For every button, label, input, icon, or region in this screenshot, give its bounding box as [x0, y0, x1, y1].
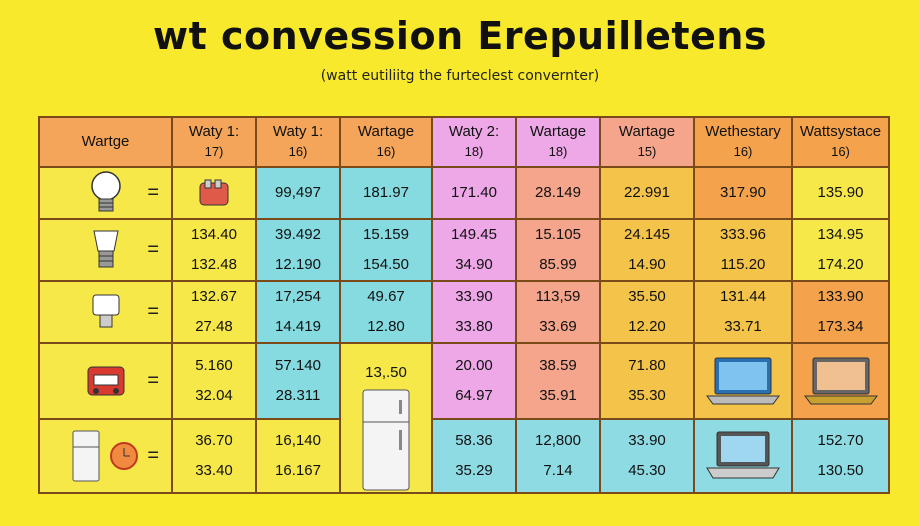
- header-cell: Waty 2: 18): [431, 116, 517, 168]
- table-cell: 13,.50: [339, 342, 433, 494]
- table-row: = 36.70 33.40 16,140 16.167 58.36 35.29 12,…: [38, 418, 890, 494]
- oven-icon: [87, 366, 124, 396]
- page-title: wt convession Erepuilletens: [152, 14, 768, 58]
- conversion-table: Wartge Waty 1: 17) Waty 1: 16) Wartage 16) …: [38, 116, 890, 494]
- table-cell: 28.149: [515, 166, 601, 220]
- equals-sign: =: [147, 300, 159, 323]
- laptop-icon: [803, 357, 878, 405]
- header-cell: Waty 1: 16): [255, 116, 341, 168]
- header-cell: Wartage 15): [599, 116, 695, 168]
- equals-sign: =: [147, 444, 159, 467]
- table-cell: 134.95 174.20: [791, 218, 890, 282]
- equals-sign: =: [147, 369, 159, 392]
- refrigerator-icon: [362, 389, 410, 491]
- table-cell: 135.90: [791, 166, 890, 220]
- table-cell: 133.90 173.34: [791, 280, 890, 344]
- table-cell: 38.59 35.91: [515, 342, 601, 420]
- table-row: = 99,497 181.97 171.40 28.149 22.991 317…: [38, 166, 890, 220]
- led-bulb-icon: [92, 230, 119, 268]
- appliance-cell: =: [38, 418, 173, 494]
- table-cell: [693, 342, 793, 420]
- table-cell: 39.492 12.190: [255, 218, 341, 282]
- table-cell: [791, 342, 890, 420]
- table-cell: 58.36 35.29: [431, 418, 517, 494]
- light-bulb-icon: [90, 171, 121, 212]
- table-cell: 149.45 34.90: [431, 218, 517, 282]
- table-cell: 134.40 132.48: [171, 218, 257, 282]
- table-cell: 12,800 7.14: [515, 418, 601, 494]
- header-cell: Wartge: [38, 116, 173, 168]
- table-cell: 17,254 14.419: [255, 280, 341, 344]
- appliance-cell: =: [38, 280, 173, 344]
- table-cell: 16,140 16.167: [255, 418, 341, 494]
- table-cell: 33.90 45.30: [599, 418, 695, 494]
- lamp-icon: [92, 294, 119, 328]
- clock-icon: [109, 442, 138, 470]
- table-cell: 33.90 33.80: [431, 280, 517, 344]
- table-cell: [171, 166, 257, 220]
- table-cell: 333.96 115.20: [693, 218, 793, 282]
- table-cell: 131.44 33.71: [693, 280, 793, 344]
- table-cell: 99,497: [255, 166, 341, 220]
- table-cell: [693, 418, 793, 494]
- table-row: = 134.40 132.48 39.492 12.190 15.159 154.50…: [38, 218, 890, 282]
- table-cell: 5.160 32.04: [171, 342, 257, 420]
- toaster-icon: [199, 179, 229, 206]
- table-cell: 171.40: [431, 166, 517, 220]
- page-subtitle: (watt eutiliitg the furteclest convernte…: [320, 68, 600, 84]
- equals-sign: =: [147, 238, 159, 261]
- table-cell: 15.159 154.50: [339, 218, 433, 282]
- laptop-icon: [706, 357, 780, 405]
- table-row: = 132.67 27.48 17,254 14.419 49.67 12.80 33…: [38, 280, 890, 344]
- header-cell: Waty 1: 17): [171, 116, 257, 168]
- header-cell: Wethestary 16): [693, 116, 793, 168]
- header-row: Wartge Waty 1: 17) Waty 1: 16) Wartage 16) …: [38, 116, 890, 168]
- table-cell: 15.105 85.99: [515, 218, 601, 282]
- table-cell: 57.140 28.311: [255, 342, 341, 420]
- table-cell: 20.00 64.97: [431, 342, 517, 420]
- table-cell: 152.70 130.50: [791, 418, 890, 494]
- table-cell: 22.991: [599, 166, 695, 220]
- table-cell: 71.80 35.30: [599, 342, 695, 420]
- equals-sign: =: [147, 181, 159, 204]
- table-cell: 132.67 27.48: [171, 280, 257, 344]
- table-cell: 36.70 33.40: [171, 418, 257, 494]
- appliance-cell: =: [38, 342, 173, 420]
- table-cell: 49.67 12.80: [339, 280, 433, 344]
- table-cell: 24.145 14.90: [599, 218, 695, 282]
- table-row: = 5.160 32.04 57.140 28.311 13,.50 20.00 64…: [38, 342, 890, 494]
- header-cell: Wartage 16): [339, 116, 433, 168]
- header-cell: Wattsystace 16): [791, 116, 890, 168]
- table-cell: 181.97: [339, 166, 433, 220]
- appliance-cell: =: [38, 166, 173, 220]
- header-cell: Wartage 18): [515, 116, 601, 168]
- table-cell: 35.50 12.20: [599, 280, 695, 344]
- laptop-icon: [706, 431, 780, 479]
- table-cell: 317.90: [693, 166, 793, 220]
- table-cell: 113,59 33.69: [515, 280, 601, 344]
- appliance-cell: =: [38, 218, 173, 282]
- fridge-icon: [72, 430, 100, 482]
